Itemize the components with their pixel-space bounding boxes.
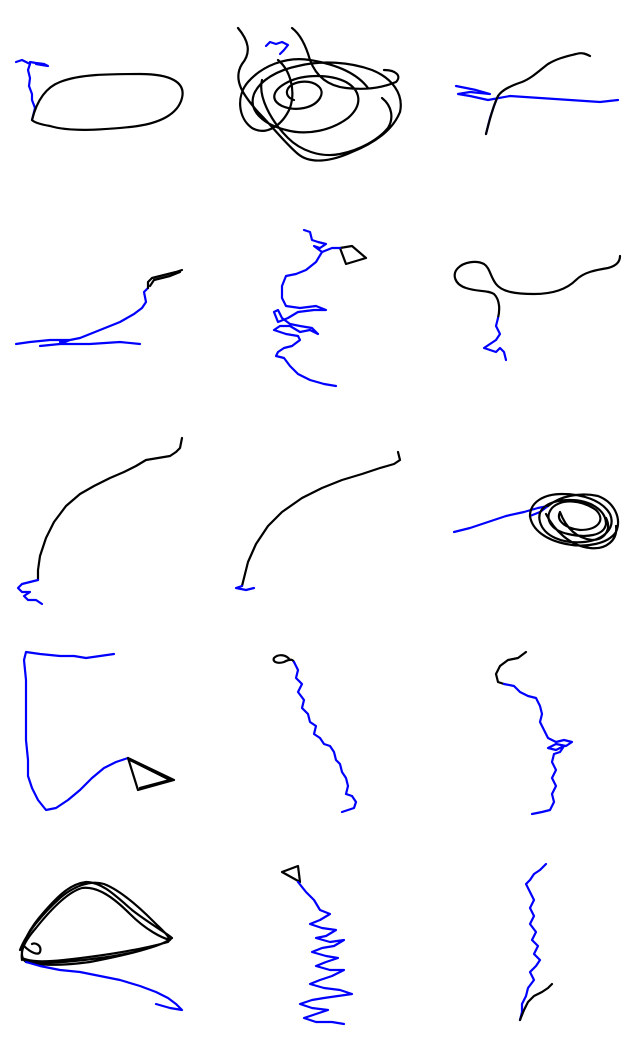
panel-8 <box>234 450 402 592</box>
panel-7 <box>16 436 184 606</box>
black-trajectory <box>18 880 174 966</box>
blue-trajectory <box>452 504 550 534</box>
black-trajectory <box>518 982 554 1022</box>
panel-11 <box>272 654 358 814</box>
panel-3 <box>454 52 620 136</box>
panel-2 <box>236 26 402 162</box>
panel-14 <box>280 864 354 1026</box>
blue-trajectory <box>272 228 338 388</box>
blue-trajectory <box>14 286 150 348</box>
black-trajectory <box>240 450 402 588</box>
panel-9 <box>452 492 620 550</box>
black-trajectory <box>528 492 620 550</box>
blue-trajectory <box>320 246 342 254</box>
panel-6 <box>453 254 622 362</box>
blue-trajectory <box>16 578 44 606</box>
black-trajectory <box>272 654 296 664</box>
blue-trajectory <box>502 682 574 816</box>
black-trajectory <box>484 52 592 136</box>
blue-trajectory <box>22 650 130 812</box>
blue-trajectory <box>14 58 50 122</box>
panel-1 <box>14 58 184 131</box>
panel-12 <box>494 650 574 816</box>
black-trajectory <box>280 864 302 884</box>
black-trajectory <box>494 650 528 686</box>
blue-trajectory <box>296 880 354 1026</box>
black-trajectory <box>30 72 184 131</box>
panel-15 <box>518 862 554 1022</box>
blue-trajectory <box>264 40 290 56</box>
blue-trajectory <box>454 84 620 136</box>
black-trajectory <box>236 26 402 162</box>
blue-trajectory <box>518 862 548 1022</box>
black-trajectory <box>36 436 184 582</box>
blue-trajectory <box>24 960 184 1012</box>
black-trajectory <box>126 756 176 792</box>
panel-5 <box>272 228 368 388</box>
panel-4 <box>14 268 184 348</box>
black-trajectory <box>146 268 184 290</box>
black-trajectory <box>453 254 622 320</box>
black-trajectory <box>338 244 368 266</box>
panel-13 <box>18 880 184 1012</box>
blue-trajectory <box>482 316 508 362</box>
panel-10 <box>22 650 176 812</box>
blue-trajectory <box>234 584 256 592</box>
blue-trajectory <box>292 660 358 814</box>
